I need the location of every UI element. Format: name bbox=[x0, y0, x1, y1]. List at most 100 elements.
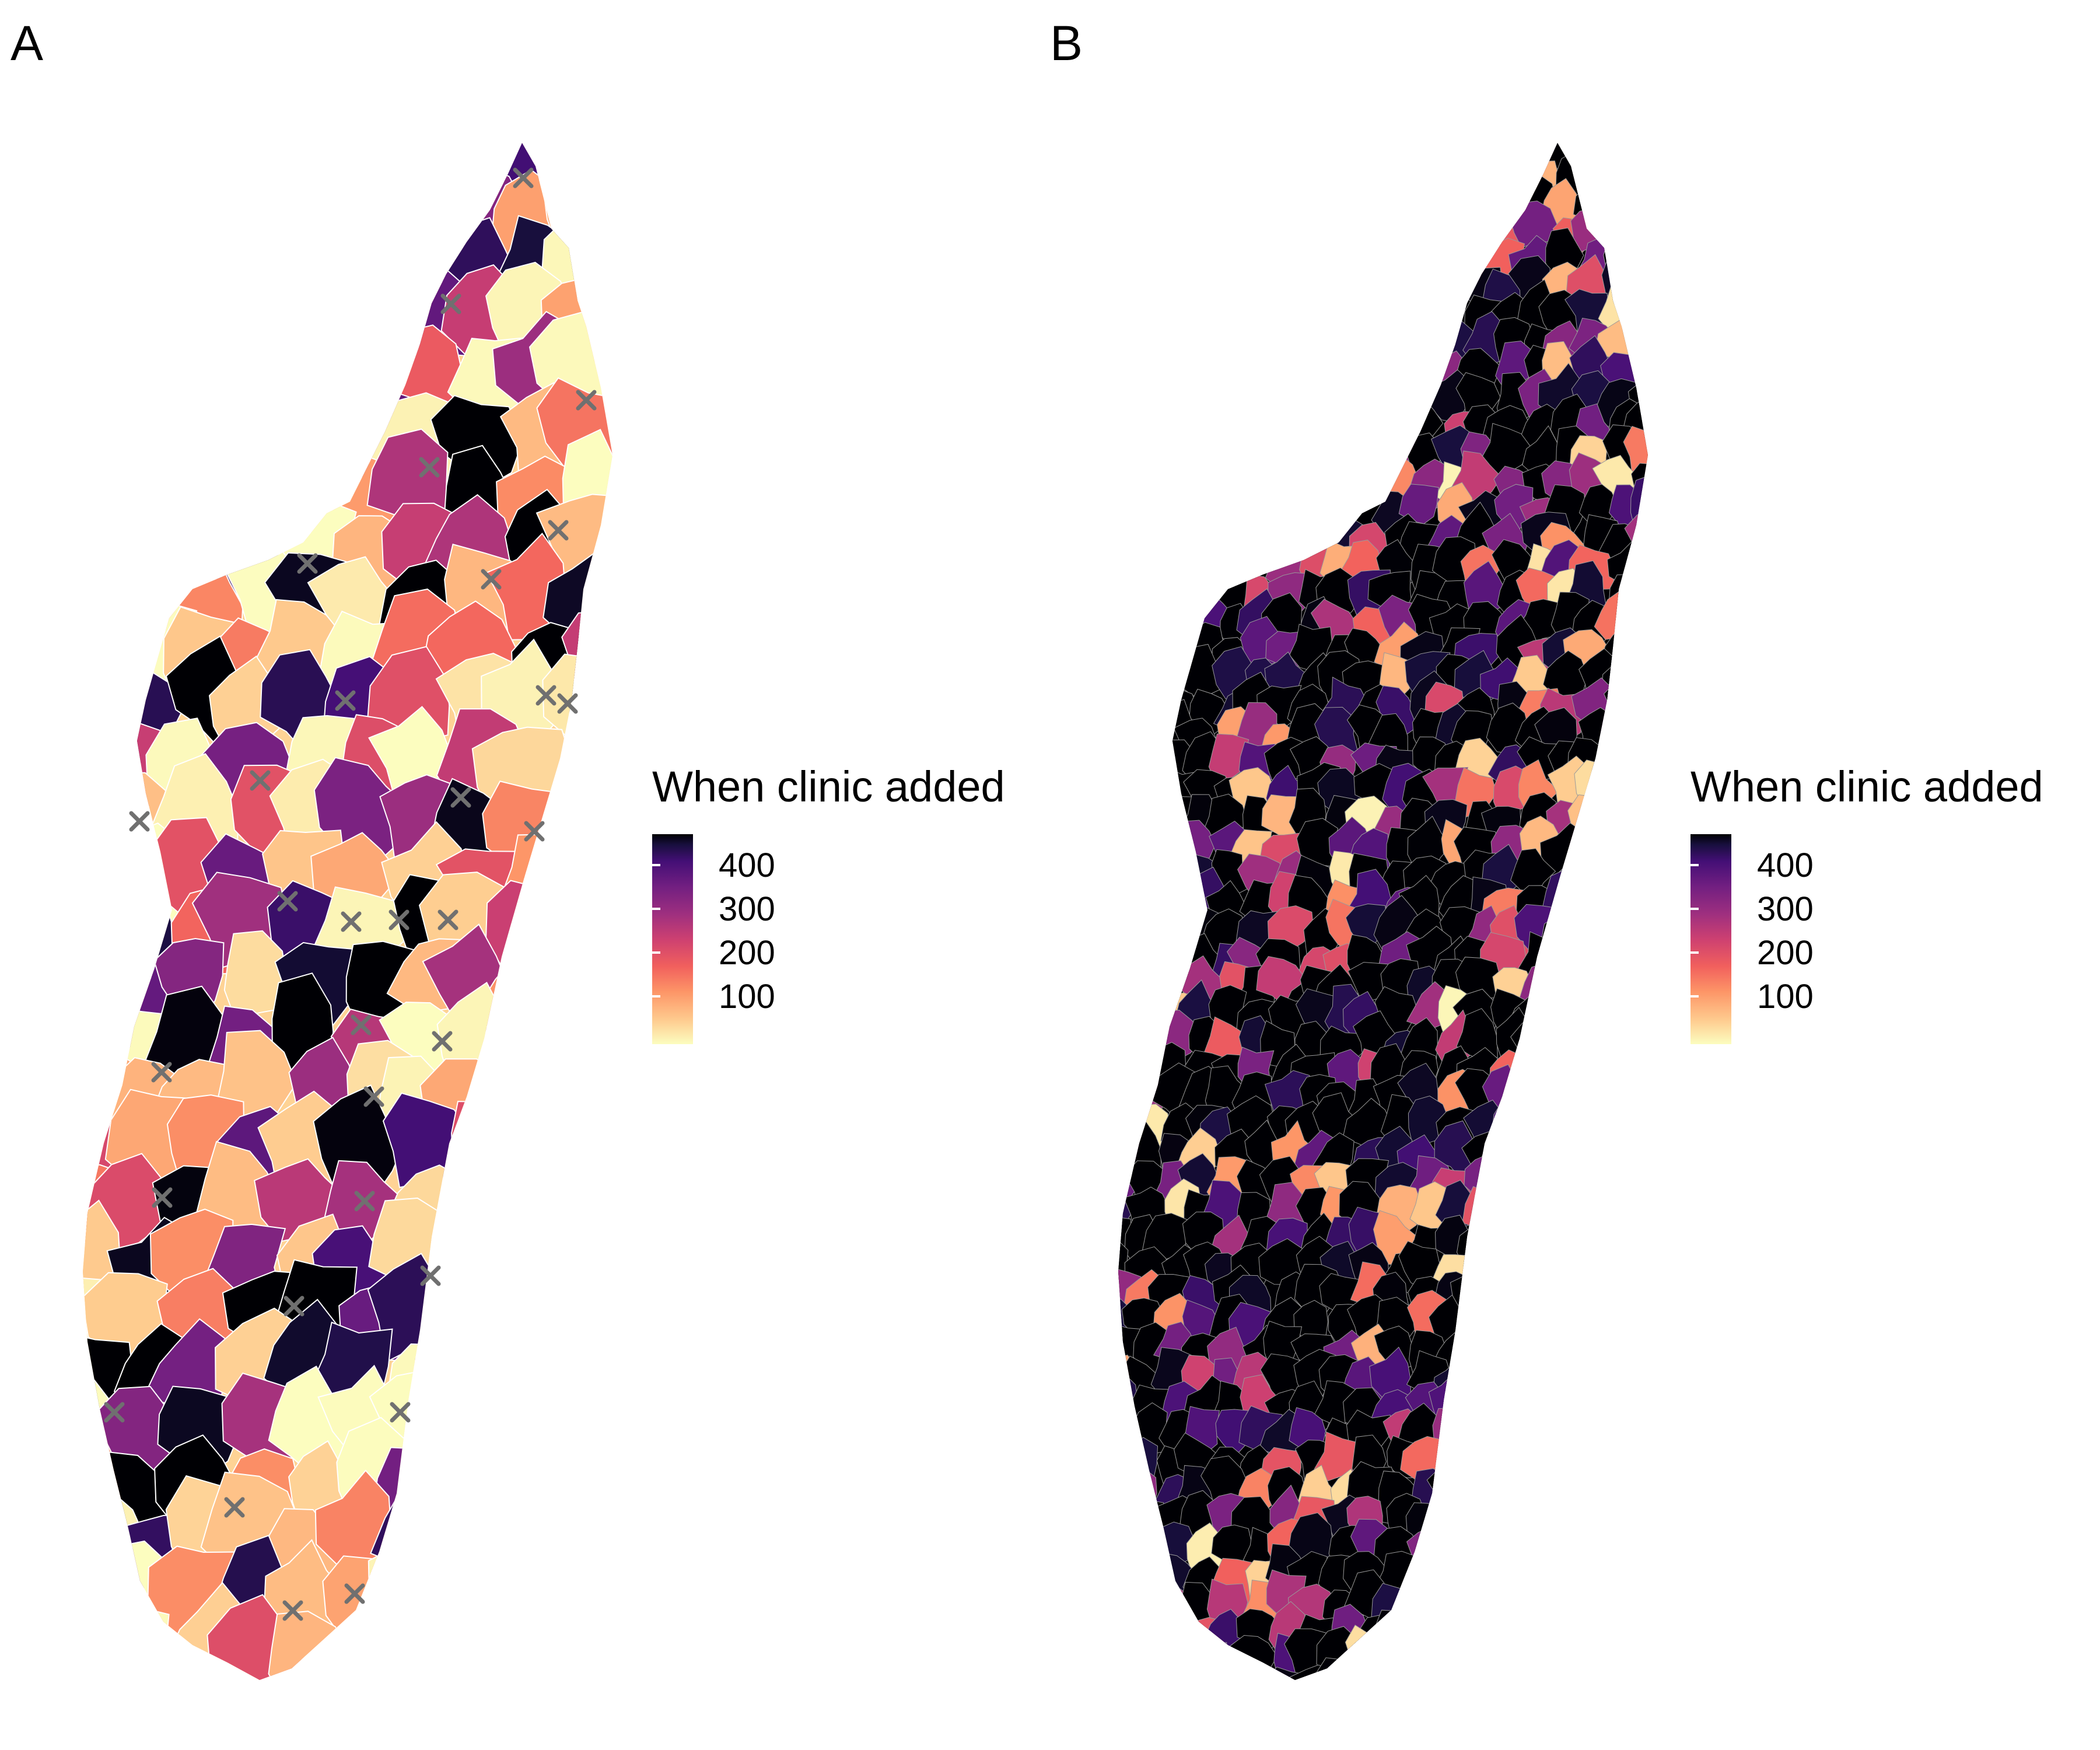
district-region bbox=[439, 1164, 518, 1259]
district-region bbox=[126, 275, 212, 379]
district-region bbox=[1517, 1082, 1556, 1125]
district-region bbox=[1154, 153, 1196, 206]
district-region bbox=[1544, 963, 1586, 1012]
district-region bbox=[1301, 143, 1342, 175]
clinic-marker-icon bbox=[297, 553, 318, 574]
district-region bbox=[169, 314, 253, 421]
district-region bbox=[1468, 186, 1512, 226]
district-region bbox=[1608, 143, 1647, 171]
district-region bbox=[1464, 1509, 1513, 1567]
district-region bbox=[415, 1396, 503, 1485]
district-region bbox=[1465, 1234, 1504, 1288]
district-region bbox=[1569, 841, 1615, 893]
district-region bbox=[1623, 655, 1648, 709]
district-region bbox=[495, 1494, 592, 1578]
district-region bbox=[1238, 175, 1284, 226]
district-region bbox=[437, 1478, 521, 1582]
district-region bbox=[544, 1113, 612, 1202]
district-region bbox=[1325, 349, 1363, 401]
district-region bbox=[1144, 547, 1190, 589]
district-region bbox=[1189, 493, 1234, 540]
clinic-marker-icon bbox=[388, 909, 410, 930]
district-region bbox=[1348, 322, 1397, 369]
district-region bbox=[1633, 1444, 1648, 1496]
district-region bbox=[1629, 1260, 1648, 1318]
district-region bbox=[538, 143, 612, 200]
district-region bbox=[278, 143, 359, 211]
district-region bbox=[1315, 1657, 1367, 1680]
clinic-marker-icon bbox=[390, 1402, 411, 1423]
district-region bbox=[1119, 656, 1162, 705]
district-region bbox=[1479, 1552, 1528, 1596]
clinic-marker-icon bbox=[432, 1031, 453, 1052]
district-region bbox=[1295, 481, 1341, 536]
district-region bbox=[1213, 363, 1253, 415]
district-region bbox=[1549, 1670, 1592, 1680]
district-region bbox=[1623, 426, 1648, 475]
district-region bbox=[1370, 324, 1411, 373]
district-region bbox=[1118, 1371, 1138, 1430]
district-region bbox=[1453, 147, 1506, 202]
district-region bbox=[446, 1538, 519, 1643]
district-region bbox=[1118, 183, 1140, 233]
district-region bbox=[1624, 1053, 1648, 1101]
clinic-marker-icon bbox=[419, 457, 440, 478]
district-region bbox=[1120, 532, 1170, 584]
district-region bbox=[1569, 1342, 1615, 1400]
district-region bbox=[1457, 143, 1499, 176]
district-region bbox=[1145, 278, 1189, 337]
district-region bbox=[83, 997, 132, 1101]
district-region bbox=[1489, 1571, 1538, 1622]
district-region bbox=[1150, 904, 1200, 950]
district-region bbox=[1598, 938, 1642, 989]
district-region bbox=[1433, 1574, 1476, 1631]
district-region bbox=[485, 880, 580, 974]
district-region bbox=[1144, 820, 1195, 872]
district-region bbox=[1569, 1235, 1608, 1284]
district-region bbox=[1202, 167, 1245, 226]
district-region bbox=[96, 438, 180, 524]
district-region bbox=[1261, 453, 1304, 506]
district-region bbox=[1118, 1420, 1135, 1472]
district-region bbox=[1467, 1548, 1508, 1598]
district-region bbox=[1538, 1387, 1586, 1442]
district-region bbox=[1125, 345, 1171, 401]
district-region bbox=[1409, 279, 1457, 331]
district-region bbox=[1542, 1270, 1583, 1317]
district-region bbox=[1599, 1415, 1640, 1457]
clinic-marker-icon bbox=[481, 569, 502, 590]
district-region bbox=[1566, 1635, 1613, 1680]
district-region bbox=[1487, 1443, 1541, 1496]
district-region bbox=[1148, 399, 1195, 451]
district-region bbox=[268, 1611, 353, 1680]
district-region bbox=[1287, 285, 1325, 337]
district-region bbox=[1600, 1195, 1648, 1240]
district-region bbox=[1496, 1269, 1535, 1329]
district-region bbox=[279, 268, 358, 384]
district-region bbox=[1482, 1399, 1527, 1457]
district-region bbox=[1640, 267, 1648, 317]
district-region bbox=[1481, 1525, 1532, 1573]
clinic-marker-icon bbox=[363, 1086, 384, 1107]
district-region bbox=[1607, 1611, 1648, 1661]
district-region bbox=[83, 1608, 118, 1680]
district-region bbox=[1540, 1643, 1584, 1680]
district-region bbox=[1634, 143, 1648, 198]
district-region bbox=[1182, 285, 1226, 340]
district-region bbox=[1640, 600, 1648, 653]
district-region bbox=[1544, 1517, 1586, 1574]
district-region bbox=[1147, 340, 1198, 390]
district-region bbox=[1273, 143, 1318, 172]
district-region bbox=[1118, 744, 1138, 794]
district-region bbox=[1600, 750, 1648, 793]
district-region bbox=[1629, 283, 1648, 338]
district-region bbox=[1122, 143, 1164, 165]
district-region bbox=[1179, 396, 1222, 453]
panel-b-tick-200 bbox=[1690, 951, 1699, 954]
district-region bbox=[1427, 1637, 1472, 1680]
district-region bbox=[1510, 1021, 1562, 1069]
district-region bbox=[1118, 313, 1146, 366]
district-region bbox=[1492, 1220, 1542, 1274]
district-region bbox=[1118, 143, 1136, 170]
district-region bbox=[191, 275, 281, 387]
